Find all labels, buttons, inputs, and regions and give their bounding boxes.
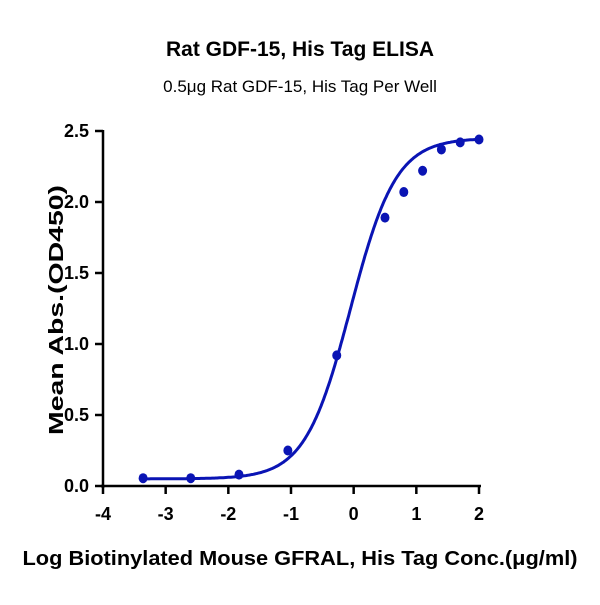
data-point: [138, 473, 148, 484]
y-tick-label: 0.0: [64, 476, 89, 496]
data-point: [399, 187, 409, 198]
data-point: [380, 212, 390, 223]
data-point: [332, 350, 342, 361]
chart-title: Rat GDF-15, His Tag ELISA: [166, 38, 434, 61]
x-tick-label: -4: [95, 504, 111, 524]
fit-curve: [140, 137, 479, 481]
y-tick-label: 1.0: [64, 334, 89, 354]
data-point: [474, 134, 484, 145]
data-point: [418, 165, 428, 176]
x-tick-label: 0: [349, 504, 359, 524]
data-point: [283, 445, 293, 456]
x-tick-label: -1: [283, 504, 299, 524]
x-tick-label: -3: [158, 504, 174, 524]
chart-subtitle: 0.5μg Rat GDF-15, His Tag Per Well: [163, 77, 437, 96]
x-tick-label: -2: [220, 504, 236, 524]
data-point: [455, 137, 465, 148]
data-point: [186, 473, 196, 484]
y-tick-label: 2.0: [64, 192, 89, 212]
x-tick-label: 2: [474, 504, 484, 524]
y-tick-label: 0.5: [64, 405, 89, 425]
x-tick-label: 1: [411, 504, 421, 524]
data-point: [436, 144, 446, 155]
y-tick-label: 1.5: [64, 263, 89, 283]
y-tick-label: 2.5: [64, 121, 89, 141]
data-point: [234, 469, 244, 480]
y-axis-label: Mean Abs.(OD450): [46, 185, 68, 435]
x-axis-label: Log Biotinylated Mouse GFRAL, His Tag Co…: [23, 548, 578, 570]
